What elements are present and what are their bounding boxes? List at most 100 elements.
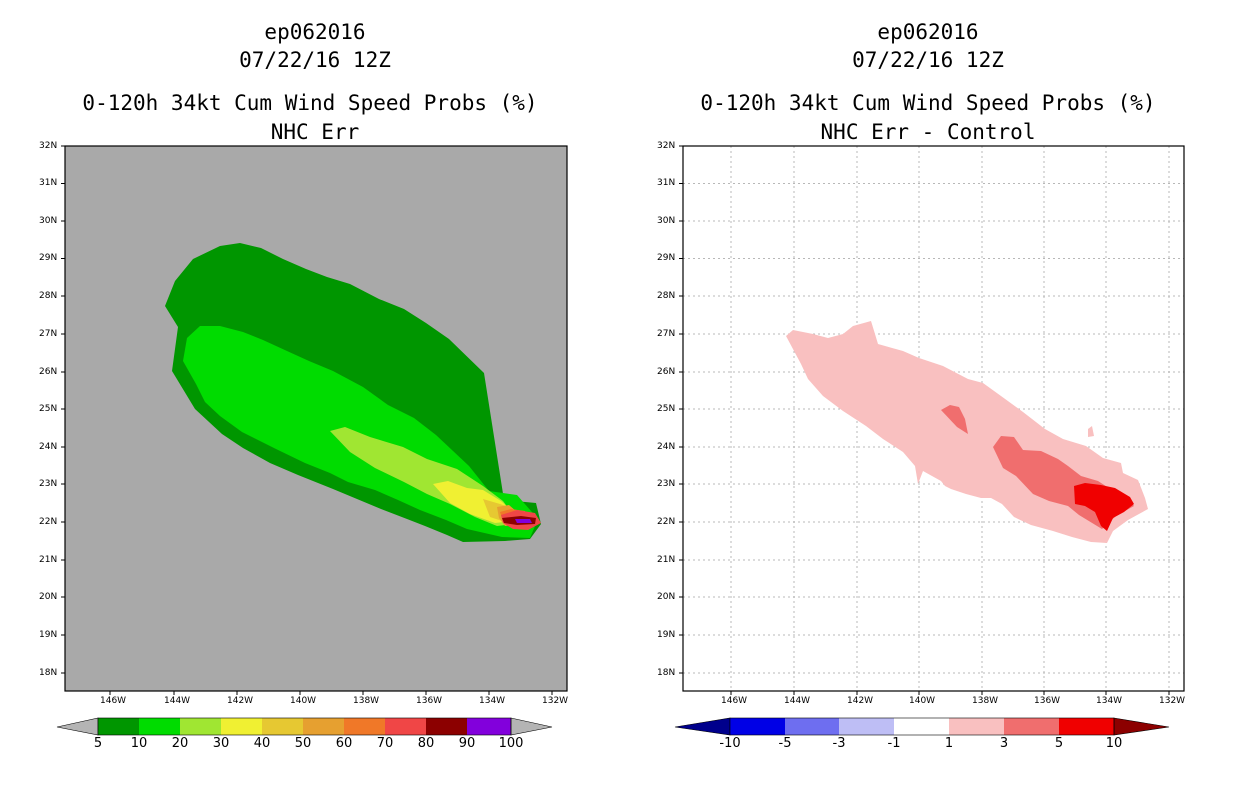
diff-contour-1-b xyxy=(1088,426,1094,437)
left-lat-label: 24N xyxy=(39,442,58,452)
right-colorbar-frame xyxy=(729,717,1115,736)
left-date: 07/22/16 12Z xyxy=(239,48,391,72)
right-colorbar-swatch-n10 xyxy=(730,718,785,735)
left-colorbar-swatch-90 xyxy=(467,718,511,735)
right-lat-label: 32N xyxy=(657,141,676,151)
left-colorbar-label: 80 xyxy=(417,736,435,751)
diff-contour-5 xyxy=(1074,483,1134,531)
right-colorbar-high-arrow xyxy=(1113,717,1170,736)
left-lat-label: 23N xyxy=(39,479,58,489)
left-lat-label: 32N xyxy=(39,141,58,151)
left-colorbar-label: 5 xyxy=(93,736,103,751)
right-colorbar-label: 3 xyxy=(999,736,1009,751)
left-colorbar-high-arrow xyxy=(510,717,553,736)
left-lon-label: 142W xyxy=(227,696,254,706)
right-lat-label: 27N xyxy=(657,329,676,339)
left-colorbar xyxy=(56,717,553,736)
right-lat-label: 28N xyxy=(657,291,676,301)
right-lat-label: 21N xyxy=(657,555,676,565)
left-colorbar-frame xyxy=(97,717,512,736)
left-lat-label: 30N xyxy=(39,216,58,226)
right-map-frame xyxy=(682,145,1185,692)
right-colorbar-label: -5 xyxy=(778,736,792,751)
left-lat-label: 19N xyxy=(39,630,58,640)
left-map xyxy=(61,145,568,695)
right-colorbar-label: 5 xyxy=(1054,736,1064,751)
right-colorbar-swatch-n1 xyxy=(894,718,949,735)
left-colorbar-swatch-50 xyxy=(303,718,344,735)
left-subtitle: NHC Err xyxy=(270,120,360,144)
left-colorbar-swatch-5 xyxy=(98,718,139,735)
left-colorbar-swatch-80 xyxy=(426,718,467,735)
left-colorbar-swatch-60 xyxy=(344,718,385,735)
right-lat-label: 25N xyxy=(657,404,676,414)
left-colorbar-swatch-20 xyxy=(180,718,221,735)
left-lat-label: 29N xyxy=(39,253,58,263)
left-lat-label: 31N xyxy=(39,178,58,188)
right-lon-label: 144W xyxy=(784,696,811,706)
left-colorbar-swatch-40 xyxy=(262,718,303,735)
right-lon-label: 142W xyxy=(847,696,874,706)
left-storm-id: ep062016 xyxy=(264,20,366,44)
left-colorbar-low-arrow xyxy=(56,717,99,736)
left-colorbar-label: 50 xyxy=(294,736,312,751)
right-lat-label: 18N xyxy=(657,668,676,678)
right-lat-label: 31N xyxy=(657,178,676,188)
right-lon-label: 146W xyxy=(721,696,748,706)
right-lat-label: 24N xyxy=(657,442,676,452)
left-product-title: 0-120h 34kt Cum Wind Speed Probs (%) xyxy=(82,91,538,115)
right-colorbar-label: 1 xyxy=(944,736,954,751)
right-date: 07/22/16 12Z xyxy=(852,48,1004,72)
right-product-title: 0-120h 34kt Cum Wind Speed Probs (%) xyxy=(700,91,1156,115)
left-colorbar-label: 90 xyxy=(458,736,476,751)
right-lat-label: 19N xyxy=(657,630,676,640)
left-lat-label: 27N xyxy=(39,329,58,339)
left-lon-label: 132W xyxy=(542,696,569,706)
left-map-frame xyxy=(64,145,568,692)
left-lat-label: 21N xyxy=(39,555,58,565)
right-colorbar-swatch-5 xyxy=(1059,718,1114,735)
prob-contour-90 xyxy=(515,519,532,523)
left-lon-label: 134W xyxy=(479,696,506,706)
right-colorbar-label: -3 xyxy=(832,736,846,751)
left-colorbar-label: 60 xyxy=(335,736,353,751)
left-lon-label: 146W xyxy=(100,696,127,706)
right-colorbar-swatch-3 xyxy=(1004,718,1059,735)
left-lat-label: 18N xyxy=(39,668,58,678)
right-lat-label: 30N xyxy=(657,216,676,226)
left-lon-label: 144W xyxy=(164,696,191,706)
right-lat-label: 29N xyxy=(657,253,676,263)
right-lat-label: 22N xyxy=(657,517,676,527)
right-colorbar xyxy=(674,717,1170,736)
right-colorbar-swatch-1 xyxy=(949,718,1004,735)
right-colorbar-swatch-n5 xyxy=(785,718,839,735)
right-colorbar-low-arrow xyxy=(674,717,731,736)
left-lat-label: 25N xyxy=(39,404,58,414)
right-map xyxy=(679,145,1185,695)
left-lat-label: 22N xyxy=(39,517,58,527)
left-lat-label: 26N xyxy=(39,367,58,377)
right-colorbar-swatch-n3 xyxy=(839,718,894,735)
diff-contour-3 xyxy=(941,405,968,434)
left-colorbar-label: 30 xyxy=(212,736,230,751)
left-colorbar-swatch-70 xyxy=(385,718,426,735)
right-subtitle: NHC Err - Control xyxy=(820,120,1036,144)
left-colorbar-swatch-10 xyxy=(139,718,180,735)
left-colorbar-swatch-30 xyxy=(221,718,262,735)
left-colorbar-label: 100 xyxy=(498,736,524,751)
left-lon-label: 140W xyxy=(290,696,317,706)
right-lon-label: 138W xyxy=(972,696,999,706)
left-lon-label: 138W xyxy=(353,696,380,706)
right-lat-label: 20N xyxy=(657,592,676,602)
right-colorbar-label: -1 xyxy=(887,736,901,751)
left-lat-label: 20N xyxy=(39,592,58,602)
right-colorbar-label: 10 xyxy=(1105,736,1123,751)
right-lon-label: 132W xyxy=(1159,696,1186,706)
left-colorbar-label: 40 xyxy=(253,736,271,751)
right-lon-label: 136W xyxy=(1034,696,1061,706)
left-colorbar-label: 10 xyxy=(130,736,148,751)
left-colorbar-label: 70 xyxy=(376,736,394,751)
left-lat-label: 28N xyxy=(39,291,58,301)
right-lon-label: 134W xyxy=(1096,696,1123,706)
right-colorbar-label: -10 xyxy=(719,736,741,751)
